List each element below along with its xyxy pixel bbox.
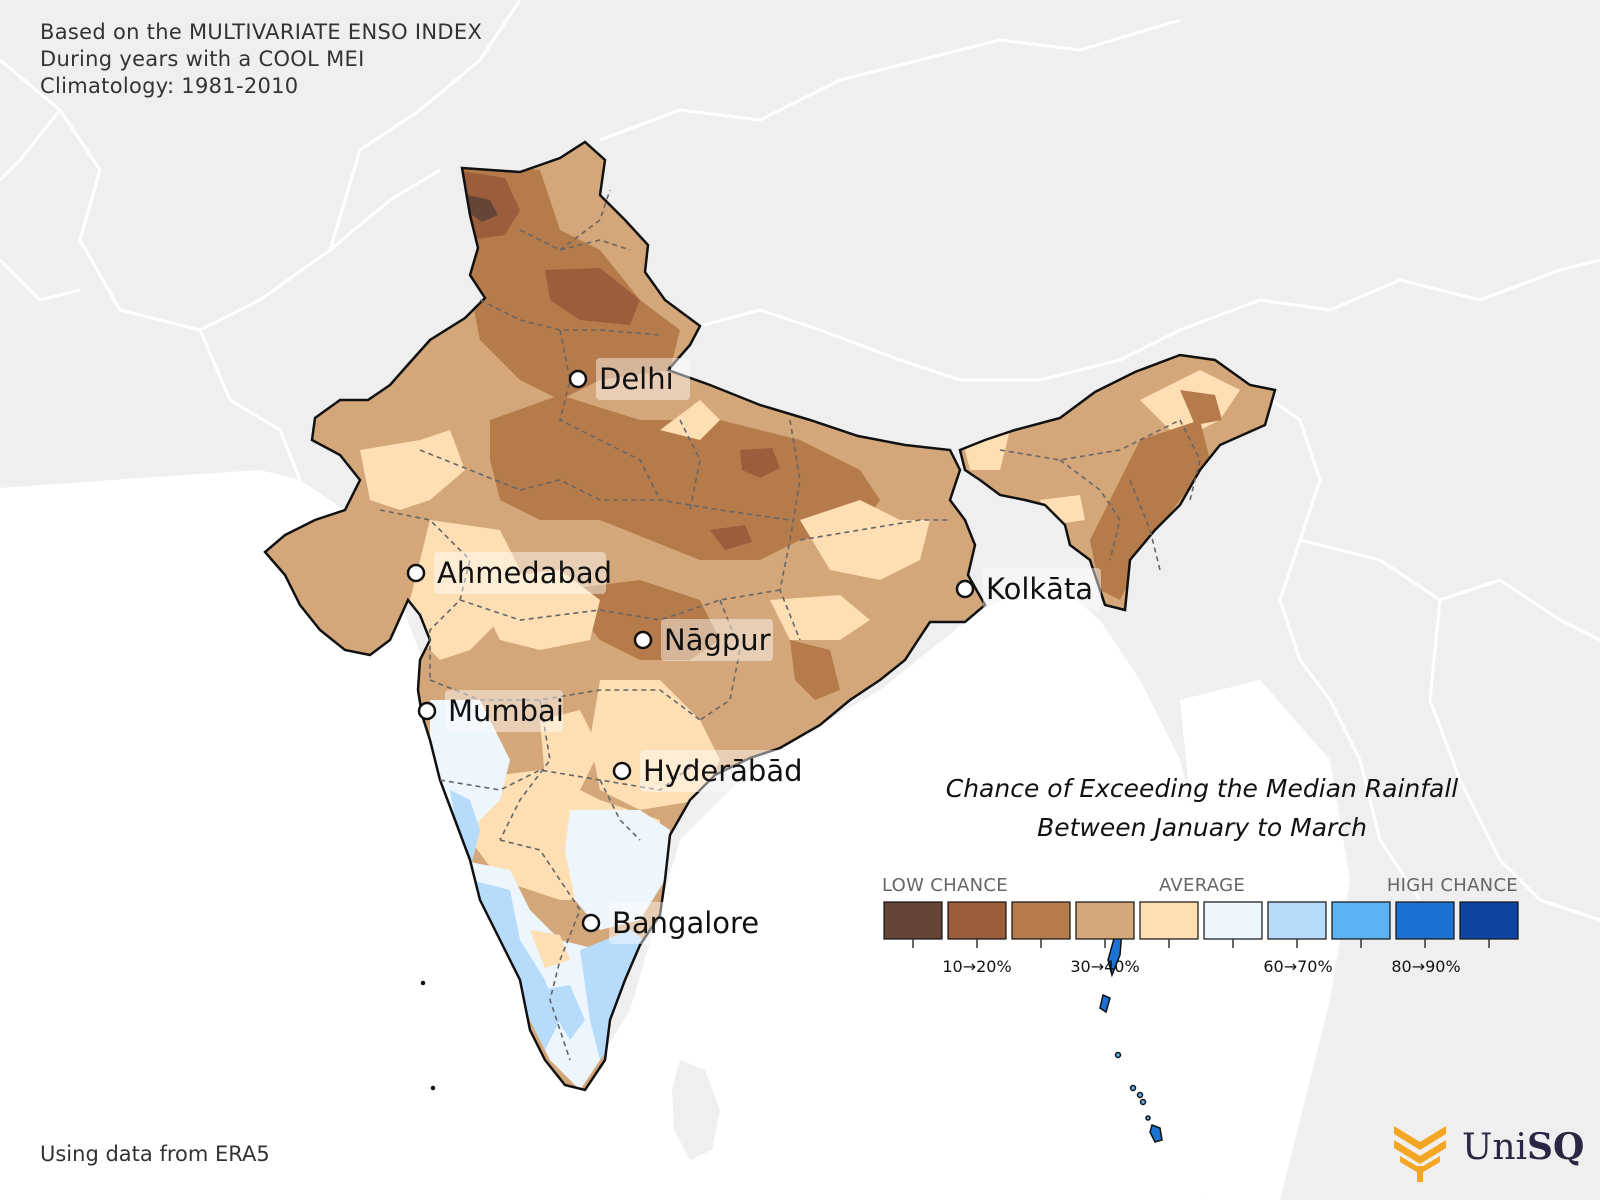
city-ahmedabad: Ahmedabad xyxy=(406,552,612,594)
legend-swatch-7 xyxy=(1267,901,1327,940)
legend-ticks xyxy=(912,939,1490,948)
logo-text-bold: SQ xyxy=(1527,1126,1585,1168)
city-bangalore: Bangalore xyxy=(581,902,759,944)
city-label-mumbai: Mumbai xyxy=(448,694,564,728)
state-boundaries xyxy=(379,189,1201,1061)
unisq-logo-icon xyxy=(1394,1126,1446,1182)
arabian-sea xyxy=(0,470,1220,1200)
city-hyderabad: Hyderābād xyxy=(612,750,803,792)
legend-swatch-6 xyxy=(1203,901,1263,940)
legend-swatch-4 xyxy=(1075,901,1135,940)
city-label-delhi: Delhi xyxy=(599,362,674,396)
info-line-1: Based on the MULTIVARIATE ENSO INDEX xyxy=(40,20,483,44)
legend-swatch-1 xyxy=(883,901,943,940)
sri-lanka xyxy=(672,1060,720,1160)
city-markers: Delhi Ahmedabad Kolkāta Nāgpur Mumbai Hy… xyxy=(406,358,1101,944)
background-borders xyxy=(0,0,1600,922)
city-kolkata: Kolkāta xyxy=(955,568,1101,610)
legend-high-label: HIGH CHANCE xyxy=(1387,875,1518,896)
legend-pct-10-20: 10→20% xyxy=(942,957,1011,976)
footer-data-source: Using data from ERA5 xyxy=(40,1142,270,1166)
legend: Chance of Exceeding the Median Rainfall … xyxy=(882,774,1519,976)
legend-title-line2: Between January to March xyxy=(1037,813,1367,842)
city-label-ahmedabad: Ahmedabad xyxy=(437,556,612,590)
legend-pct-80-90: 80→90% xyxy=(1391,957,1460,976)
legend-swatch-3 xyxy=(1011,901,1071,940)
unisq-logo-text: UniSQ xyxy=(1462,1126,1584,1168)
islands xyxy=(420,928,1163,1143)
legend-average-label: AVERAGE xyxy=(1159,875,1245,896)
city-label-hyderabad: Hyderābād xyxy=(643,754,803,788)
legend-low-label: LOW CHANCE xyxy=(882,875,1008,896)
city-label-kolkata: Kolkāta xyxy=(986,572,1093,606)
logo-text-regular: Uni xyxy=(1462,1127,1528,1168)
city-mumbai: Mumbai xyxy=(417,690,564,732)
legend-swatch-5 xyxy=(1139,901,1199,940)
city-label-bangalore: Bangalore xyxy=(612,906,759,940)
legend-swatches xyxy=(883,901,1519,940)
legend-swatch-10 xyxy=(1459,901,1519,940)
legend-swatch-2 xyxy=(947,901,1007,940)
city-label-nagpur: Nāgpur xyxy=(664,623,771,657)
city-nagpur: Nāgpur xyxy=(633,619,773,661)
info-line-3: Climatology: 1981-2010 xyxy=(40,74,299,98)
city-delhi: Delhi xyxy=(568,358,690,400)
bay-of-bengal-east xyxy=(1180,680,1350,1200)
legend-pct-30-40: 30→40% xyxy=(1070,957,1139,976)
legend-swatch-8 xyxy=(1331,901,1391,940)
info-line-2: During years with a COOL MEI xyxy=(40,47,365,71)
legend-swatch-9 xyxy=(1395,901,1455,940)
legend-pct-60-70: 60→70% xyxy=(1263,957,1332,976)
legend-title-line1: Chance of Exceeding the Median Rainfall xyxy=(946,774,1459,803)
